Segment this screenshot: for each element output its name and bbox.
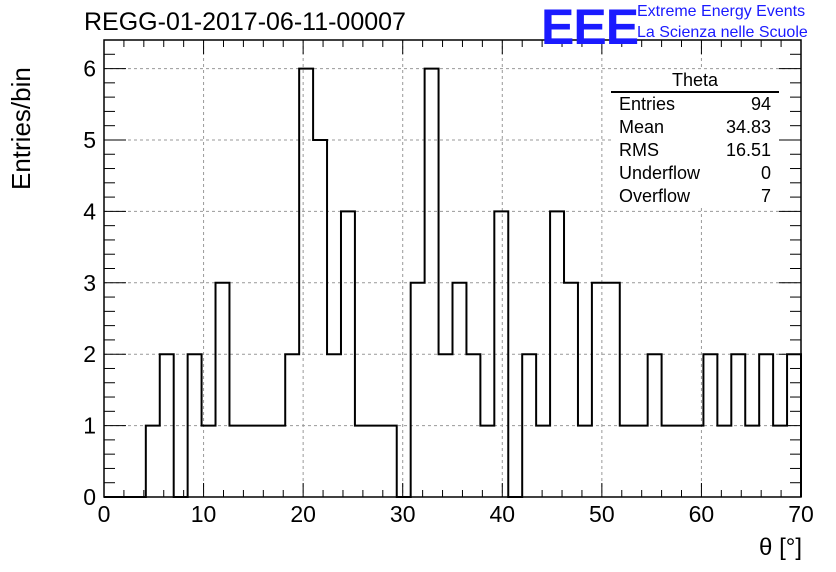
histogram-bin — [731, 354, 745, 497]
histogram-bin — [411, 283, 425, 497]
histogram-bin — [355, 426, 369, 497]
x-tick-label: 10 — [191, 501, 217, 527]
histogram-bin — [271, 426, 285, 497]
histogram-bin — [453, 283, 467, 497]
x-tick-label: 30 — [390, 501, 416, 527]
stats-row-overflow: Overflow 7 — [611, 185, 779, 208]
histogram-bin — [425, 69, 439, 497]
histogram-bin — [536, 426, 550, 497]
stats-box: Theta Entries 94 Mean 34.83 RMS 16.51 Under… — [611, 70, 779, 208]
stats-label: Mean — [619, 117, 665, 137]
histogram-bin — [146, 426, 160, 497]
stats-value: 7 — [760, 186, 771, 206]
histogram-bin — [676, 426, 690, 497]
histogram-bin — [188, 354, 202, 497]
histogram-bin — [313, 140, 327, 497]
histogram-bin — [620, 426, 634, 497]
y-tick-label: 4 — [83, 198, 96, 224]
x-axis-label: θ [°] — [759, 534, 802, 561]
histogram-bin — [634, 426, 648, 497]
histogram-bin — [341, 211, 355, 497]
eee-logo: EEE — [541, 0, 639, 55]
y-tick-label: 5 — [83, 127, 96, 153]
histogram-bin — [717, 426, 731, 497]
logo-line-1: Extreme Energy Events — [637, 3, 806, 20]
logo-line-2: La Scienza nelle Scuole — [637, 24, 808, 41]
histogram-bin — [243, 426, 257, 497]
y-tick-label: 1 — [83, 413, 96, 439]
y-tick-label: 3 — [83, 270, 96, 296]
x-tick-label: 60 — [689, 501, 715, 527]
stats-label: Entries — [619, 94, 676, 114]
x-tick-label: 20 — [290, 501, 316, 527]
histogram-bin — [550, 211, 564, 497]
histogram-bin — [745, 426, 759, 497]
stats-row-mean: Mean 34.83 — [611, 116, 779, 139]
histogram-bin — [369, 426, 383, 497]
histogram-bin — [439, 354, 453, 497]
histogram-bin — [648, 354, 662, 497]
histogram-bin — [299, 69, 313, 497]
x-tick-label: 0 — [98, 501, 111, 527]
histogram-bin — [522, 354, 536, 497]
y-tick-label: 6 — [83, 56, 96, 82]
histogram-bin — [494, 211, 508, 497]
histogram-outline — [104, 67, 802, 498]
stats-value: 0 — [760, 163, 771, 183]
y-tick-label: 0 — [83, 484, 96, 510]
stats-label: Overflow — [619, 186, 691, 206]
stats-value: 94 — [750, 94, 771, 114]
histogram-bin — [564, 283, 578, 497]
stats-value: 34.83 — [725, 117, 771, 137]
histogram-bin — [480, 426, 494, 497]
stats-label: RMS — [619, 140, 659, 160]
stats-row-entries: Entries 94 — [611, 93, 779, 116]
histogram-bin — [606, 283, 620, 497]
stats-label: Underflow — [619, 163, 701, 183]
x-tick-label: 70 — [788, 501, 814, 527]
x-tick-label: 50 — [589, 501, 615, 527]
chart-title: REGG-01-2017-06-11-00007 — [84, 8, 406, 36]
histogram-bin — [216, 283, 230, 497]
histogram-bin — [773, 426, 787, 497]
histogram-bin — [383, 426, 397, 497]
histogram-bin — [160, 354, 174, 497]
histogram-bin — [662, 426, 676, 497]
histogram-bin — [703, 354, 717, 497]
histogram-bin — [578, 426, 592, 497]
histogram-bin — [592, 283, 606, 497]
stats-title: Theta — [611, 70, 779, 93]
x-tick-label: 40 — [489, 501, 515, 527]
histogram-bin — [229, 426, 243, 497]
histogram-bin — [759, 354, 773, 497]
histogram-bin — [466, 354, 480, 497]
y-tick-label: 2 — [83, 341, 96, 367]
stats-row-rms: RMS 16.51 — [611, 139, 779, 162]
stats-row-underflow: Underflow 0 — [611, 162, 779, 185]
y-axis-label: Entries/bin — [6, 67, 36, 190]
histogram-bin — [285, 354, 299, 497]
stats-value: 16.51 — [725, 140, 771, 160]
histogram-bin — [257, 426, 271, 497]
histogram-bin — [327, 354, 341, 497]
